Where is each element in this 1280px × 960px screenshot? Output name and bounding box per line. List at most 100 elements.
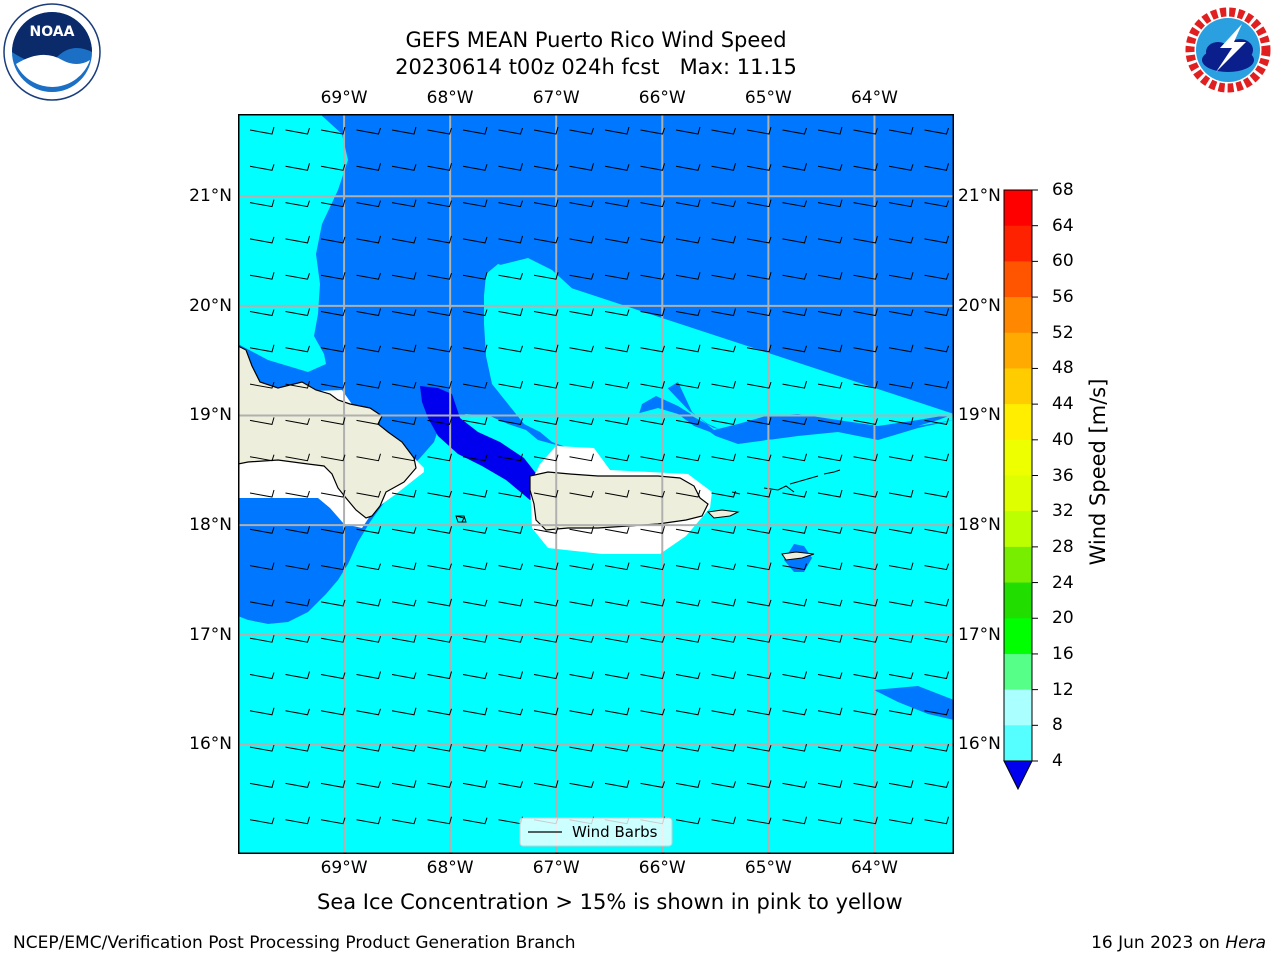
wind-barb: [675, 635, 701, 643]
wind-barb: [320, 489, 346, 498]
wind-barb: [746, 562, 772, 571]
chart-subtitle: 20230614 t00z 024h fcst Max: 11.15: [395, 55, 797, 79]
wind-barb: [533, 527, 559, 534]
colorbar-band-3: [1004, 297, 1032, 334]
wind-barb: [888, 817, 914, 825]
colorbar-band-11: [1004, 582, 1032, 619]
wind-barb: [391, 309, 417, 317]
wind-barb: [285, 563, 310, 571]
wind-barb: [462, 707, 488, 716]
wind-barb: [569, 671, 594, 680]
wind-barb: [817, 817, 843, 825]
wind-barb: [604, 672, 630, 680]
wind-barb: [498, 308, 523, 317]
island-st-croix: [781, 551, 815, 561]
wind-barb: [924, 708, 949, 716]
wind-barb: [640, 453, 665, 462]
wind-barb: [782, 636, 807, 643]
map-gridlines: [238, 114, 954, 854]
wind-barb: [391, 417, 417, 425]
wind-barb: [782, 743, 807, 752]
wind-barb: [853, 127, 878, 135]
wind-barb: [498, 163, 523, 171]
wind-barb: [320, 236, 346, 244]
wind-barb: [604, 272, 630, 280]
wind-barb: [462, 381, 488, 389]
wind-barb: [782, 235, 807, 244]
wind-barb: [640, 380, 665, 389]
lat-label-right-3: 18°N: [958, 515, 1001, 536]
wind-barb: [711, 308, 736, 317]
lon-label-top-4: 65°W: [744, 88, 792, 108]
lon-label-top-1: 68°W: [426, 88, 474, 108]
wind-barb: [533, 199, 559, 208]
wind-barb: [817, 527, 843, 534]
wind-barb: [391, 272, 417, 280]
wind-barb: [746, 272, 772, 280]
colorbar: [1003, 189, 1038, 791]
wind-barb: [924, 273, 949, 280]
colorbar-band-9: [1004, 511, 1032, 548]
wind-barb: [640, 235, 665, 244]
wind-barb: [249, 599, 275, 607]
wind-barb: [817, 599, 843, 607]
wind-barb: [888, 707, 914, 716]
wind-barb: [391, 126, 417, 135]
wind-barb: [249, 417, 275, 425]
wind-barb: [675, 164, 701, 171]
wind-barb: [888, 562, 914, 571]
field-contour-4-8: [238, 114, 954, 624]
footer-left: NCEP/EMC/Verification Post Processing Pr…: [13, 933, 576, 953]
lat-label-left-0: 21°N: [189, 186, 232, 207]
colorbar-tick-2: 60: [1052, 251, 1074, 272]
wind-barb: [853, 816, 878, 825]
wind-barb: [711, 418, 736, 425]
wind-barb: [782, 380, 807, 389]
wind-barb: [924, 380, 949, 389]
wind-barb: [817, 417, 843, 425]
wind-barb: [817, 164, 843, 171]
wind-barb: [498, 127, 523, 135]
wind-barb: [853, 163, 878, 171]
wind-barb: [356, 743, 381, 752]
colorbar-title: Wind Speed [m/s]: [1086, 378, 1110, 566]
wind-barb: [427, 345, 452, 353]
lat-label-right-2: 19°N: [958, 405, 1001, 426]
wind-barb: [924, 163, 949, 171]
wind-barb: [604, 236, 630, 244]
lon-label-top-0: 69°W: [320, 88, 368, 108]
wind-barb: [356, 816, 381, 825]
wind-barb: [285, 308, 310, 317]
wind-barb: [640, 598, 665, 607]
wind-barb: [746, 672, 772, 680]
wind-barb: [320, 780, 346, 788]
wind-barb: [711, 743, 736, 752]
wind-barb: [817, 489, 843, 498]
wind-barb: [391, 344, 417, 353]
wind-barb: [782, 526, 807, 534]
wind-barb: [888, 236, 914, 244]
colorbar-band-10: [1004, 546, 1032, 584]
wind-barb: [675, 309, 701, 317]
wind-barb: [391, 489, 417, 498]
colorbar-band-12: [1004, 618, 1032, 655]
wind-barb: [711, 636, 736, 643]
wind-barb: [285, 200, 310, 208]
wind-barb: [320, 454, 346, 462]
wind-barb: [391, 599, 417, 607]
wind-barb: [888, 672, 914, 680]
footer-right: 16 Jun 2023 on Hera: [1091, 933, 1266, 953]
wind-barb: [675, 199, 701, 208]
wind-barb: [498, 380, 523, 389]
wind-barb: [533, 164, 559, 171]
wind-barb: [924, 453, 949, 462]
colorbar-band-2: [1004, 261, 1032, 298]
wind-barb: [498, 453, 523, 462]
wind-barb: [782, 273, 807, 280]
wind-barb: [569, 526, 594, 534]
wind-barb: [604, 199, 630, 208]
wind-barb: [498, 200, 523, 208]
wind-barb: [640, 308, 665, 317]
wind-barb: [462, 527, 488, 534]
wind-barb: [924, 563, 949, 571]
